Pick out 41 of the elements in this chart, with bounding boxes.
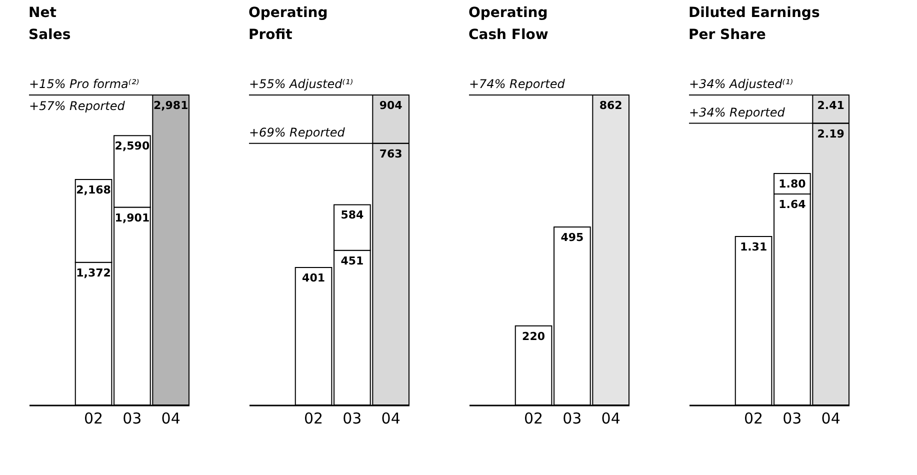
ref-line-label: +15% Pro forma⁽²⁾ (29, 77, 140, 91)
x-tick-label: 02 (84, 410, 104, 428)
total-label: 584 (340, 208, 364, 222)
x-tick-label: 03 (782, 410, 802, 428)
ref-line-label: +55% Adjusted⁽¹⁾ (249, 77, 354, 91)
x-tick-label: 04 (381, 410, 400, 428)
ref-line-label: +34% Adjusted⁽¹⁾ (689, 77, 794, 91)
data-label: 220 (522, 330, 546, 343)
data-label: 862 (599, 99, 622, 112)
x-tick-label: 03 (562, 410, 582, 428)
chart-title: Operating Cash Flow (468, 5, 548, 43)
chart-title: Operating Profit (248, 5, 328, 43)
x-tick-label: 03 (122, 410, 142, 428)
x-tick-label: 02 (744, 410, 764, 428)
data-label: 763 (379, 147, 402, 160)
x-tick-label: 04 (821, 410, 840, 428)
total-label: 2.41 (817, 99, 844, 112)
total-label: 1.80 (778, 177, 806, 190)
total-label: 2,590 (114, 140, 150, 153)
x-tick-label: 04 (161, 410, 180, 428)
x-tick-label: 03 (342, 410, 362, 428)
data-label: 451 (340, 254, 364, 268)
annotation: +57% Reported (29, 99, 126, 113)
chart-title: Diluted Earnings Per Share (688, 5, 820, 43)
data-label: 1,901 (114, 211, 150, 224)
data-label: 401 (302, 271, 326, 284)
data-label: 495 (560, 230, 584, 244)
data-label: 1.31 (740, 240, 768, 254)
x-tick-label: 02 (524, 410, 544, 428)
ref-line-label: +69% Reported (249, 125, 346, 140)
ref-line-label: +34% Reported (689, 105, 786, 120)
data-label: 2,981 (153, 99, 188, 112)
data-label: 1.64 (778, 198, 806, 212)
x-tick-label: 02 (304, 410, 324, 428)
data-label: 1,372 (76, 266, 111, 280)
total-label: 904 (379, 99, 403, 112)
x-tick-label: 04 (601, 410, 620, 428)
chart-title: Net Sales (28, 5, 71, 43)
total-label: 2,168 (76, 184, 111, 197)
data-label: 2.19 (817, 127, 844, 140)
ref-line-label: +74% Reported (469, 77, 566, 91)
